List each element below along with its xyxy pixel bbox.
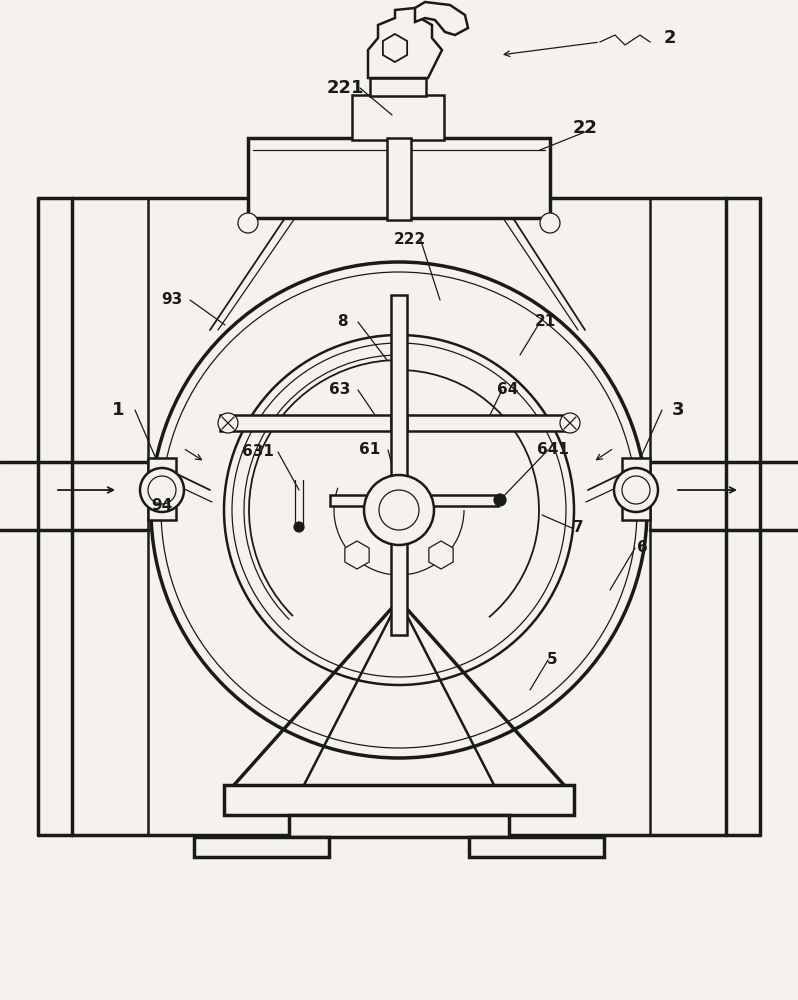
Polygon shape xyxy=(345,541,369,569)
Circle shape xyxy=(614,468,658,512)
Circle shape xyxy=(294,522,304,532)
Bar xyxy=(622,458,650,520)
Polygon shape xyxy=(368,8,442,78)
Bar xyxy=(220,415,391,431)
Bar xyxy=(407,415,572,431)
Text: 1: 1 xyxy=(112,401,124,419)
Text: 21: 21 xyxy=(535,314,555,330)
Text: 6: 6 xyxy=(637,540,647,556)
Circle shape xyxy=(364,475,434,545)
Circle shape xyxy=(494,494,506,506)
Text: 631: 631 xyxy=(242,444,274,460)
Circle shape xyxy=(622,476,650,504)
Bar xyxy=(194,837,329,857)
Bar xyxy=(248,138,550,218)
Polygon shape xyxy=(429,541,453,569)
Circle shape xyxy=(238,213,258,233)
Bar xyxy=(352,95,444,140)
Bar xyxy=(391,295,407,635)
Bar xyxy=(370,78,426,96)
Circle shape xyxy=(151,262,647,758)
Bar xyxy=(289,815,509,837)
Circle shape xyxy=(560,413,580,433)
Circle shape xyxy=(540,213,560,233)
Circle shape xyxy=(218,413,238,433)
Text: 8: 8 xyxy=(337,314,347,330)
Text: 22: 22 xyxy=(572,119,598,137)
Text: 94: 94 xyxy=(152,497,172,512)
Polygon shape xyxy=(383,34,407,62)
Text: 641: 641 xyxy=(537,442,569,458)
Text: 2: 2 xyxy=(664,29,676,47)
Text: 3: 3 xyxy=(672,401,684,419)
Text: 61: 61 xyxy=(359,442,381,458)
Text: 222: 222 xyxy=(394,232,426,247)
Bar xyxy=(469,837,604,857)
Bar xyxy=(148,458,176,520)
Bar xyxy=(224,785,574,815)
Text: 93: 93 xyxy=(161,292,183,308)
Circle shape xyxy=(148,476,176,504)
Bar xyxy=(330,495,498,506)
Text: 64: 64 xyxy=(497,382,519,397)
Bar xyxy=(387,138,411,220)
Text: 5: 5 xyxy=(547,652,557,668)
Text: 63: 63 xyxy=(330,382,350,397)
Polygon shape xyxy=(415,2,468,35)
Text: 7: 7 xyxy=(573,520,583,536)
Text: 221: 221 xyxy=(326,79,364,97)
Circle shape xyxy=(140,468,184,512)
Circle shape xyxy=(379,490,419,530)
